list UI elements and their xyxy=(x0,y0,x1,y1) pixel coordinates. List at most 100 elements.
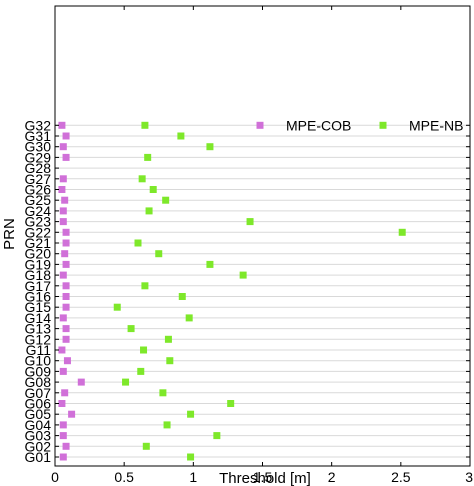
mpe-nb-point-g01 xyxy=(187,453,195,461)
y-tick-label: G28 xyxy=(25,160,52,176)
y-tick-label: G31 xyxy=(25,128,52,144)
mpe-cob-point-g20 xyxy=(61,250,69,258)
y-tick-label: G02 xyxy=(25,438,52,454)
mpe-nb-point-g20 xyxy=(155,250,163,258)
mpe-cob-point-g27 xyxy=(59,175,67,183)
x-tick-label: 1 xyxy=(189,469,197,485)
mpe-cob-point-g07 xyxy=(61,389,69,397)
mpe-nb-point-g02 xyxy=(142,442,150,450)
mpe-cob-point-g22 xyxy=(62,228,70,236)
y-tick-label: G27 xyxy=(25,171,52,187)
y-tick-label: G23 xyxy=(25,214,52,230)
mpe-cob-point-g11 xyxy=(58,346,66,354)
mpe-nb-point-g31 xyxy=(177,132,185,140)
y-axis-label: PRN xyxy=(1,218,18,250)
y-tick-label: G29 xyxy=(25,149,52,165)
mpe-nb-point-g07 xyxy=(159,389,167,397)
mpe-cob-point-g18 xyxy=(59,271,67,279)
y-tick-label: G24 xyxy=(25,203,52,219)
mpe-cob-point-g10 xyxy=(63,357,71,365)
mpe-nb-point-g18 xyxy=(239,271,247,279)
legend-label-mpe-nb: MPE-NB xyxy=(409,117,463,133)
mpe-cob-point-g23 xyxy=(59,218,67,226)
mpe-nb-point-g21 xyxy=(134,239,142,247)
y-tick-label: G13 xyxy=(25,321,52,337)
mpe-nb-point-g25 xyxy=(162,196,170,204)
mpe-cob-point-g16 xyxy=(62,293,70,300)
mpe-nb-point-g27 xyxy=(138,175,146,183)
x-tick-label: 3 xyxy=(465,469,473,485)
mpe-cob-point-g09 xyxy=(59,367,67,375)
mpe-nb-point-g14 xyxy=(185,314,193,322)
mpe-cob-point-g21 xyxy=(62,239,70,247)
mpe-cob-point-g25 xyxy=(61,196,69,204)
mpe-cob-point-g14 xyxy=(59,314,67,322)
mpe-nb-point-g29 xyxy=(144,153,152,161)
mpe-nb-point-g08 xyxy=(122,378,130,386)
legend-marker-mpe-cob xyxy=(256,121,264,129)
mpe-cob-point-g19 xyxy=(62,260,70,268)
y-tick-label: G06 xyxy=(25,396,52,412)
x-tick-label: 2 xyxy=(328,469,336,485)
mpe-cob-point-g08 xyxy=(77,378,85,386)
mpe-nb-point-g04 xyxy=(163,421,171,429)
y-tick-label: G14 xyxy=(25,310,52,326)
y-tick-label: G08 xyxy=(25,374,52,390)
y-tick-label: G09 xyxy=(25,363,52,379)
x-tick-label: 2.5 xyxy=(391,469,411,485)
y-tick-label: G25 xyxy=(25,192,52,208)
y-tick-label: G22 xyxy=(25,224,52,240)
x-axis: 0 0.5 1 1.5 2 2.5 3 xyxy=(51,6,473,485)
mpe-nb-point-g24 xyxy=(145,207,153,215)
y-tick-label: G12 xyxy=(25,331,52,347)
y-tick-label: G26 xyxy=(25,182,52,198)
mpe-cob-point-g24 xyxy=(59,207,67,215)
mpe-cob-point-g02 xyxy=(62,442,70,450)
x-tick-label: 1.5 xyxy=(253,469,273,485)
mpe-cob-point-g12 xyxy=(62,335,70,343)
legend: MPE-COB MPE-NB xyxy=(256,117,463,133)
mpe-cob-point-g05 xyxy=(68,410,76,418)
y-tick-label: G18 xyxy=(25,267,52,283)
x-axis-label: Threshold [m] xyxy=(219,470,311,486)
mpe-cob-point-g29 xyxy=(62,153,70,161)
gridlines xyxy=(55,124,470,458)
mpe-cob-point-g26 xyxy=(58,186,66,193)
mpe-cob-point-g04 xyxy=(59,421,67,429)
mpe-cob-point-g30 xyxy=(59,143,67,151)
y-tick-label: G07 xyxy=(25,385,52,401)
mpe-cob-point-g13 xyxy=(62,325,70,333)
mpe-nb-point-g06 xyxy=(227,400,235,407)
mpe-nb-point-g12 xyxy=(164,335,172,343)
y-tick-label: G30 xyxy=(25,139,52,155)
mpe-cob-point-g32 xyxy=(58,121,66,129)
mpe-nb-point-g16 xyxy=(178,293,186,300)
legend-marker-mpe-nb xyxy=(379,121,387,129)
mpe-cob-point-g31 xyxy=(62,132,70,140)
mpe-nb-point-g23 xyxy=(246,218,254,226)
y-tick-label: G16 xyxy=(25,289,52,305)
y-tick-label: G03 xyxy=(25,428,52,444)
y-tick-label: G10 xyxy=(25,353,52,369)
legend-label-mpe-cob: MPE-COB xyxy=(286,117,351,133)
y-tick-label: G04 xyxy=(25,417,52,433)
y-tick-label: G17 xyxy=(25,278,52,294)
y-tick-label: G21 xyxy=(25,235,52,251)
mpe-nb-point-g19 xyxy=(206,260,214,268)
x-tick-label: 0.5 xyxy=(114,469,134,485)
mpe-nb-point-g03 xyxy=(213,432,221,440)
mpe-nb-point-g26 xyxy=(149,186,157,193)
mpe-cob-point-g15 xyxy=(62,303,70,311)
mpe-nb-point-g17 xyxy=(141,282,149,290)
mpe-nb-point-g09 xyxy=(137,367,145,375)
mpe-nb-point-g10 xyxy=(166,357,174,365)
y-tick-label: G01 xyxy=(25,449,52,465)
y-tick-label: G05 xyxy=(25,406,52,422)
mpe-nb-point-g32 xyxy=(141,121,149,129)
mpe-nb-point-g11 xyxy=(140,346,148,354)
y-tick-label: G11 xyxy=(26,342,52,358)
mpe-cob-point-g06 xyxy=(58,400,66,407)
y-tick-label: G20 xyxy=(25,246,52,262)
